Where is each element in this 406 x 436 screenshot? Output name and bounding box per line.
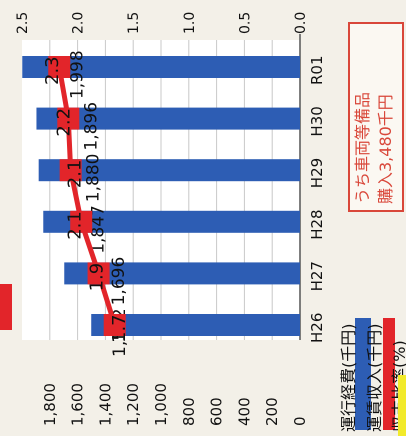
left-axis-tick-label: 800: [180, 397, 198, 426]
ratio-value-label: 2.2: [53, 108, 74, 137]
ratio-value-label: 1.9: [87, 263, 108, 292]
annotation-line1: うち車両等備品: [353, 91, 372, 204]
right-axis-tick-label: 0.0: [293, 12, 309, 34]
legend-line-swatch: [383, 318, 395, 430]
category-label: R01: [308, 55, 326, 85]
right-axis-tick-label: 2.5: [15, 12, 31, 34]
left-axis-tick-label: 200: [263, 397, 281, 426]
ratio-value-label: 2.3: [42, 56, 63, 85]
line-marker: [103, 314, 126, 336]
left-axis-tick-label: 1,800: [41, 383, 59, 426]
left-axis-tick-label: 1,000: [152, 383, 170, 426]
category-label: H28: [308, 209, 326, 239]
line-marker: [59, 159, 82, 182]
right-axis-tick-label: 1.5: [126, 12, 142, 34]
legend-line-label: 運賃収入(千円): [365, 323, 384, 433]
category-label: H27: [308, 261, 326, 291]
bar-value-label: 1,880: [84, 154, 104, 203]
right-axis-tick-label: 0.5: [237, 12, 253, 34]
bar: [64, 262, 300, 285]
bar: [38, 159, 301, 182]
left-axis-tick-label: 1,600: [69, 383, 87, 426]
bar-value-label: 1,696: [109, 257, 129, 306]
category-label: H30: [308, 106, 326, 136]
line-marker: [70, 210, 93, 233]
line-marker: [87, 262, 110, 285]
category-label: H29: [308, 158, 326, 188]
category-label: H26: [308, 313, 326, 343]
bar: [43, 210, 300, 233]
legend-bar-label: 運行経費(千円): [339, 323, 358, 433]
bar: [36, 107, 301, 130]
left-axis-tick-label: 1,400: [96, 383, 114, 426]
annotation-box: うち車両等備品 購入3,480千円: [348, 22, 404, 212]
left-axis-tick-label: 400: [235, 397, 253, 426]
bar-value-label: 1,998: [67, 50, 87, 99]
line-marker: [48, 56, 71, 78]
ratio-value-label: 2.1: [64, 160, 85, 189]
bar-value-label: 1,896: [81, 102, 101, 151]
ratio-value-label: 1.7: [109, 314, 130, 343]
bar: [22, 56, 300, 78]
left-axis-tick-label: 600: [208, 397, 226, 426]
right-axis-tick-label: 1.0: [182, 12, 198, 34]
ratio-edge-swatch: [398, 375, 406, 436]
legend-bar-swatch: [355, 318, 371, 430]
line-marker: [57, 107, 80, 130]
ratio-value-label: 2.1: [64, 211, 85, 240]
annotation-line2: 購入3,480千円: [376, 94, 395, 204]
left-axis-tick-label: 1,200: [124, 383, 142, 426]
right-axis-tick-label: 2.0: [71, 12, 87, 34]
bar-value-label: 1,847: [88, 205, 108, 254]
left-axis-tick-label: 0: [291, 416, 309, 426]
bar: [91, 314, 300, 336]
red-edge-stub: [0, 284, 12, 330]
